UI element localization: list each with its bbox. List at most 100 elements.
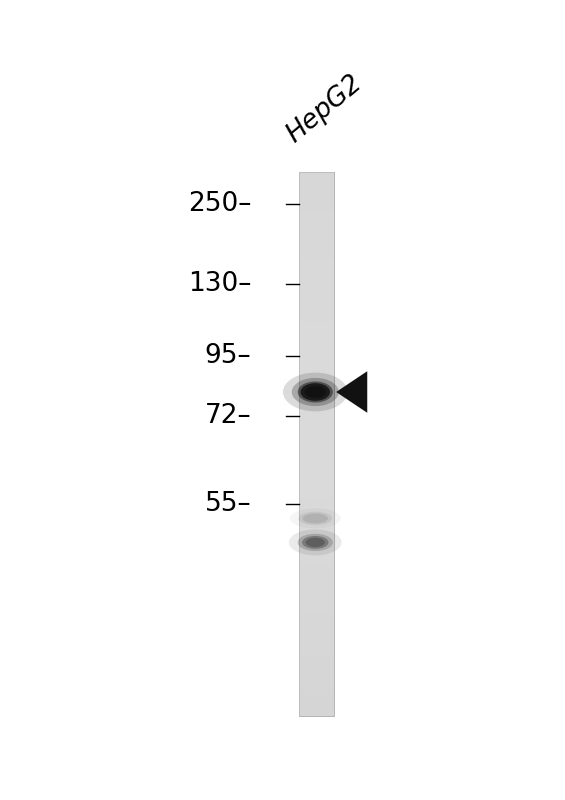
Bar xyxy=(299,274,334,281)
Bar xyxy=(299,397,334,403)
Bar xyxy=(299,560,334,566)
Bar xyxy=(299,614,334,621)
Bar xyxy=(299,376,334,382)
Bar xyxy=(299,437,334,444)
Text: 55–: 55– xyxy=(205,491,251,517)
Bar xyxy=(299,519,334,526)
Bar xyxy=(299,553,334,560)
Bar xyxy=(299,410,334,417)
Bar xyxy=(299,709,334,716)
Bar xyxy=(299,627,334,634)
Bar xyxy=(299,342,334,349)
Bar xyxy=(299,172,334,716)
Bar xyxy=(299,179,334,186)
Bar xyxy=(299,193,334,199)
Bar xyxy=(299,512,334,519)
Bar xyxy=(299,689,334,696)
Text: 130–: 130– xyxy=(188,271,251,297)
Bar xyxy=(299,580,334,587)
Ellipse shape xyxy=(292,378,339,406)
Bar xyxy=(299,254,334,261)
Ellipse shape xyxy=(302,536,328,549)
Bar xyxy=(299,539,334,546)
Bar xyxy=(299,546,334,553)
Bar xyxy=(299,172,334,716)
Bar xyxy=(299,206,334,213)
Bar xyxy=(299,702,334,709)
Bar xyxy=(299,682,334,689)
Bar xyxy=(299,607,334,614)
Bar xyxy=(299,349,334,355)
Bar xyxy=(299,648,334,654)
Bar xyxy=(299,506,334,512)
Bar xyxy=(299,302,334,308)
Bar xyxy=(299,451,334,458)
Bar xyxy=(299,219,334,226)
Bar xyxy=(299,498,334,506)
Bar xyxy=(299,485,334,491)
Bar xyxy=(299,669,334,675)
Bar xyxy=(299,696,334,702)
Bar xyxy=(299,417,334,424)
Bar xyxy=(299,424,334,430)
Bar xyxy=(299,594,334,600)
Ellipse shape xyxy=(283,373,347,411)
Bar xyxy=(299,267,334,274)
Bar xyxy=(299,403,334,410)
Bar xyxy=(299,675,334,682)
Text: HepG2: HepG2 xyxy=(282,70,368,148)
Bar xyxy=(299,533,334,539)
Bar xyxy=(299,315,334,322)
Ellipse shape xyxy=(289,530,342,555)
Bar xyxy=(299,444,334,451)
Bar xyxy=(299,390,334,397)
Bar xyxy=(299,213,334,219)
Text: 72–: 72– xyxy=(205,403,251,429)
Bar xyxy=(299,226,334,233)
Bar xyxy=(299,335,334,342)
Bar xyxy=(299,186,334,192)
Bar xyxy=(299,234,334,240)
Bar xyxy=(299,261,334,267)
Bar xyxy=(299,471,334,478)
Ellipse shape xyxy=(298,512,332,525)
Text: 250–: 250– xyxy=(188,191,251,217)
Bar xyxy=(299,172,334,178)
Ellipse shape xyxy=(303,514,328,523)
Bar xyxy=(299,478,334,485)
Bar xyxy=(299,566,334,573)
Ellipse shape xyxy=(290,508,341,529)
Bar xyxy=(299,430,334,437)
Bar xyxy=(299,240,334,246)
Ellipse shape xyxy=(305,386,325,398)
Bar xyxy=(299,491,334,498)
Bar xyxy=(299,573,334,580)
Bar xyxy=(299,322,334,328)
Bar xyxy=(299,634,334,642)
Bar xyxy=(299,246,334,254)
Bar xyxy=(299,281,334,288)
Bar xyxy=(299,621,334,627)
Bar xyxy=(299,600,334,607)
Polygon shape xyxy=(336,371,367,413)
Bar xyxy=(299,329,334,335)
Bar xyxy=(299,308,334,314)
Bar xyxy=(299,458,334,464)
Bar xyxy=(299,526,334,533)
Bar xyxy=(299,464,334,471)
Bar xyxy=(299,362,334,370)
Bar xyxy=(299,199,334,206)
Ellipse shape xyxy=(298,534,333,551)
Bar xyxy=(299,355,334,362)
Bar xyxy=(299,383,334,390)
Bar xyxy=(299,370,334,376)
Bar xyxy=(299,654,334,662)
Bar xyxy=(299,642,334,648)
Bar xyxy=(299,288,334,294)
Bar xyxy=(299,587,334,594)
Ellipse shape xyxy=(306,538,325,547)
Text: 95–: 95– xyxy=(205,343,251,369)
Bar xyxy=(299,294,334,302)
Ellipse shape xyxy=(298,382,333,402)
Bar xyxy=(299,662,334,669)
